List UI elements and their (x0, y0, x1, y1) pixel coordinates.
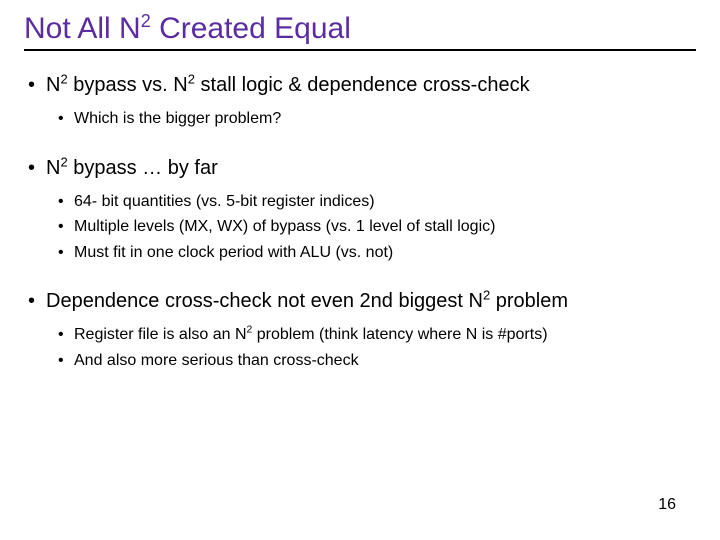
sub-bullet-item: • Register file is also an N2 problem (t… (58, 324, 696, 346)
sub-bullet-list: • 64- bit quantities (vs. 5-bit register… (28, 191, 696, 264)
bullet-marker: • (28, 73, 46, 97)
bullet-text: N2 bypass vs. N2 stall logic & dependenc… (46, 73, 530, 98)
title-sup: 2 (141, 11, 151, 31)
sub-bullet-text: Register file is also an N2 problem (thi… (74, 324, 548, 346)
bullet-marker: • (58, 324, 74, 346)
sub-bullet-text: Multiple levels (MX, WX) of bypass (vs. … (74, 216, 495, 238)
title-rule: Not All N2 Created Equal (24, 12, 696, 51)
bullet-item: • N2 bypass … by far • 64- bit quantitie… (28, 156, 696, 264)
slide-title: Not All N2 Created Equal (24, 12, 696, 45)
bullet-item: • N2 bypass vs. N2 stall logic & depende… (28, 73, 696, 130)
bullet-marker: • (28, 289, 46, 313)
sub-bullet-item: • 64- bit quantities (vs. 5-bit register… (58, 191, 696, 213)
bullet-list: • N2 bypass vs. N2 stall logic & depende… (24, 73, 696, 372)
sub-bullet-list: • Which is the bigger problem? (28, 108, 696, 130)
bullet-marker: • (28, 156, 46, 180)
sub-bullet-item: • And also more serious than cross-check (58, 350, 696, 372)
title-text: Not All N2 Created Equal (24, 12, 351, 45)
sub-bullet-item: • Which is the bigger problem? (58, 108, 696, 130)
sub-bullet-text: And also more serious than cross-check (74, 350, 359, 372)
bullet-text: Dependence cross-check not even 2nd bigg… (46, 289, 568, 314)
sub-bullet-item: • Must fit in one clock period with ALU … (58, 242, 696, 264)
bullet-marker: • (58, 242, 74, 264)
bullet-text: N2 bypass … by far (46, 156, 218, 181)
bullet-marker: • (58, 350, 74, 372)
slide: Not All N2 Created Equal • N2 bypass vs.… (0, 0, 720, 540)
sub-bullet-text: 64- bit quantities (vs. 5-bit register i… (74, 191, 375, 213)
sub-bullet-text: Must fit in one clock period with ALU (v… (74, 242, 393, 264)
sub-bullet-item: • Multiple levels (MX, WX) of bypass (vs… (58, 216, 696, 238)
bullet-marker: • (58, 108, 74, 130)
sub-bullet-list: • Register file is also an N2 problem (t… (28, 324, 696, 371)
bullet-item: • Dependence cross-check not even 2nd bi… (28, 289, 696, 371)
bullet-marker: • (58, 191, 74, 213)
bullet-marker: • (58, 216, 74, 238)
title-pre: Not All N (24, 12, 141, 45)
title-post: Created Equal (151, 12, 351, 45)
page-number: 16 (658, 496, 676, 514)
sub-bullet-text: Which is the bigger problem? (74, 108, 281, 130)
